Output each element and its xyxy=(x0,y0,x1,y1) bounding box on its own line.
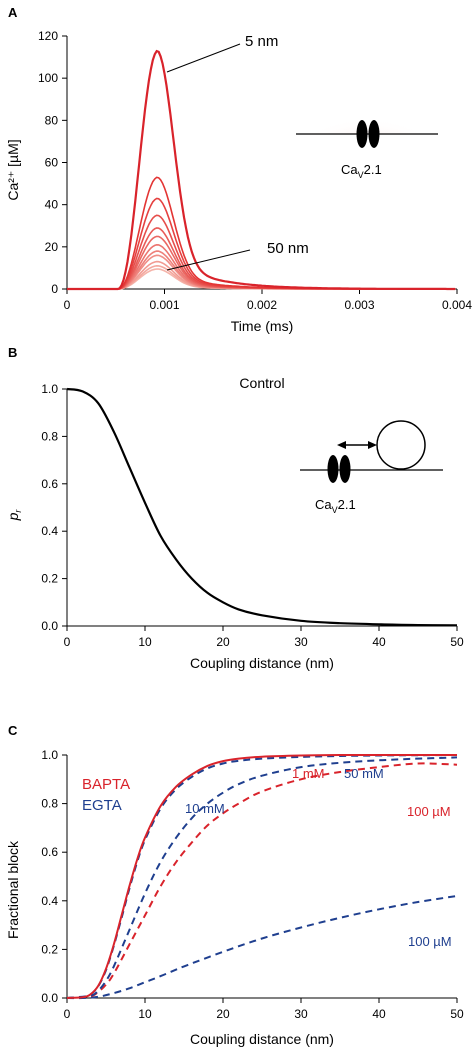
y-tick-label: 0.4 xyxy=(41,524,58,538)
vesicle xyxy=(376,420,426,470)
legend-bapta: BAPTA xyxy=(82,776,130,793)
block-curve-egta xyxy=(66,756,458,999)
panel-c-series xyxy=(66,753,458,1000)
panel-b-ylabel: pr xyxy=(5,509,23,522)
channel-subunit-right xyxy=(339,455,351,483)
panel-b-axes: 0 10 20 30 40 50 0.0 0.2 0.4 0.6 0.8 1.0 xyxy=(41,382,464,649)
y-tick-label: 0.2 xyxy=(41,572,58,586)
y-tick-label: 0.0 xyxy=(41,619,58,633)
y-tick-label: 60 xyxy=(45,156,59,170)
panel-a-chart: 0 0.001 0.002 0.003 0.004 0 20 40 60 80 100 120 Tim… xyxy=(5,29,475,334)
calcium-trace xyxy=(67,214,456,290)
panel-b-inset: CaV2.1 xyxy=(300,420,443,515)
panel-a-xlabel: Time (ms) xyxy=(231,318,293,334)
y-tick-label: 20 xyxy=(45,240,59,254)
annotation-egta-100um: 100 µM xyxy=(408,934,452,949)
x-tick-label: 50 xyxy=(450,1007,464,1021)
x-tick-label: 40 xyxy=(372,635,386,649)
arrowhead-right xyxy=(368,441,377,449)
panel-a-series xyxy=(67,49,456,291)
y-tick-label: 0 xyxy=(51,282,58,296)
channel-label: CaV2.1 xyxy=(341,162,382,180)
calcium-trace xyxy=(67,49,456,291)
y-tick-label: 0.0 xyxy=(41,991,58,1005)
panel-b-chart: 0 10 20 30 40 50 0.0 0.2 0.4 0.6 0.8 1.0 Control Co… xyxy=(5,375,464,671)
x-tick-label: 20 xyxy=(216,635,230,649)
channel-subunit-left xyxy=(327,455,339,483)
panel-b-series xyxy=(66,387,458,627)
panel-c-ylabel: Fractional block xyxy=(5,840,21,939)
panel-label-b: B xyxy=(8,345,17,360)
x-tick-label: 0.004 xyxy=(442,298,472,312)
panel-label-a: A xyxy=(8,5,18,20)
x-tick-label: 10 xyxy=(138,635,152,649)
annotation-bapta-1mm: 1 mM xyxy=(292,766,325,781)
y-tick-label: 0.2 xyxy=(41,942,58,956)
x-tick-label: 0 xyxy=(64,298,71,312)
panel-a-axes: 0 0.001 0.002 0.003 0.004 0 20 40 60 80 100 120 xyxy=(38,29,472,312)
y-tick-label: 0.4 xyxy=(41,894,58,908)
legend-egta: EGTA xyxy=(82,797,122,814)
y-tick-label: 0.6 xyxy=(41,845,58,859)
y-tick-label: 1.0 xyxy=(41,748,58,762)
annotation-bapta-100um: 100 µM xyxy=(407,804,451,819)
panel-label-c: C xyxy=(8,723,18,738)
x-tick-label: 0.002 xyxy=(247,298,277,312)
y-tick-label: 120 xyxy=(38,29,58,43)
y-tick-label: 0.6 xyxy=(41,477,58,491)
panel-a-annotation-50nm: 50 nm xyxy=(267,240,309,257)
x-tick-label: 0 xyxy=(64,635,71,649)
channel-label: CaV2.1 xyxy=(315,497,356,515)
y-tick-label: 40 xyxy=(45,198,59,212)
y-tick-label: 1.0 xyxy=(41,382,58,396)
annotation-egta-10mm: 10 mM xyxy=(185,801,225,816)
panel-c-chart: 0 10 20 30 40 50 0.0 0.2 0.4 0.6 0.8 1.0 Coupling d… xyxy=(5,748,464,1047)
panel-c-axes: 0 10 20 30 40 50 0.0 0.2 0.4 0.6 0.8 1.0 xyxy=(41,748,464,1021)
panel-a-ylabel: Ca²⁺ [µM] xyxy=(5,139,21,200)
channel-subunit-left xyxy=(356,120,368,148)
x-tick-label: 50 xyxy=(450,635,464,649)
annotation-egta-50mm: 50 mM xyxy=(344,766,384,781)
y-tick-label: 0.8 xyxy=(41,797,58,811)
x-tick-label: 30 xyxy=(294,1007,308,1021)
y-tick-label: 80 xyxy=(45,113,59,127)
pr-curve xyxy=(66,387,458,627)
x-tick-label: 40 xyxy=(372,1007,386,1021)
arrowhead-left xyxy=(337,441,346,449)
x-tick-label: 0.003 xyxy=(344,298,374,312)
x-tick-label: 10 xyxy=(138,1007,152,1021)
x-tick-label: 0.001 xyxy=(149,298,179,312)
block-curve-egta xyxy=(66,894,458,1000)
block-curve-egta xyxy=(66,754,458,999)
block-curve-bapta xyxy=(66,762,458,999)
panel-a-leader-50nm xyxy=(166,249,251,271)
y-tick-label: 0.8 xyxy=(41,429,58,443)
channel-subunit-right xyxy=(368,120,380,148)
x-tick-label: 20 xyxy=(216,1007,230,1021)
panel-b-title: Control xyxy=(239,375,284,391)
panel-a-leader-5nm xyxy=(166,43,241,73)
panel-b-xlabel: Coupling distance (nm) xyxy=(190,655,334,671)
y-tick-label: 100 xyxy=(38,71,58,85)
x-tick-label: 30 xyxy=(294,635,308,649)
panel-a-inset: CaV2.1 xyxy=(260,52,475,224)
panel-c-xlabel: Coupling distance (nm) xyxy=(190,1031,334,1047)
x-tick-label: 0 xyxy=(64,1007,71,1021)
block-curve-bapta xyxy=(66,753,457,999)
panel-a-annotation-5nm: 5 nm xyxy=(245,33,278,50)
